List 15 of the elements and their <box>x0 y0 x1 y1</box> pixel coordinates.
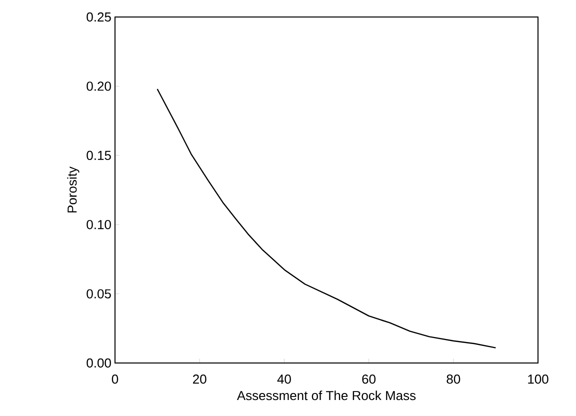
y-tick-label: 0.10 <box>86 220 111 230</box>
x-tick-label: 0 <box>112 374 118 384</box>
x-tick-label: 40 <box>277 374 291 384</box>
x-tick-label: 20 <box>193 374 206 384</box>
line-series <box>156 88 496 348</box>
y-tick-label: 0.25 <box>86 12 111 22</box>
y-tick-label: 0.20 <box>86 82 111 91</box>
x-tick-label: 100 <box>528 374 548 384</box>
y-tick-label: 0.15 <box>86 150 111 160</box>
y-axis-title: Porosity <box>67 166 80 212</box>
y-tick-label: 0.00 <box>86 358 111 368</box>
x-tick-label: 80 <box>446 374 460 384</box>
y-tick-label: 0.05 <box>86 289 111 298</box>
x-tick-label: 60 <box>362 374 376 384</box>
x-axis-title: Assessment of The Rock Mass <box>236 390 416 400</box>
